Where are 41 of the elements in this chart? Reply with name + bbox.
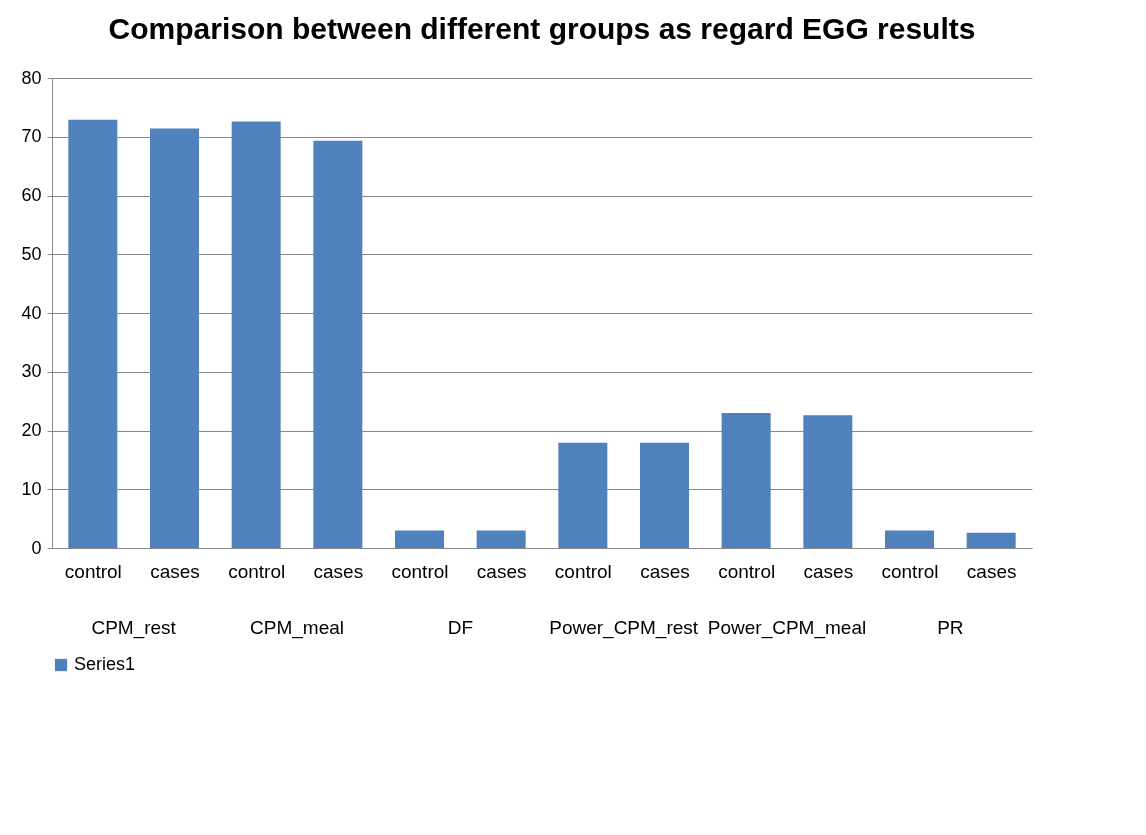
bar bbox=[395, 530, 444, 548]
bar bbox=[966, 532, 1016, 548]
x-tick-label: cases bbox=[640, 560, 690, 582]
bar bbox=[150, 128, 199, 548]
x-tick-label: cases bbox=[803, 560, 854, 582]
bar bbox=[721, 412, 771, 548]
y-tick-label: 40 bbox=[21, 302, 42, 323]
bar bbox=[885, 530, 934, 548]
y-tick-label: 30 bbox=[21, 361, 42, 382]
bar bbox=[313, 140, 363, 548]
text: CPM_rest bbox=[91, 617, 177, 639]
x-tick-label: control bbox=[391, 560, 449, 582]
x-tick-label: cases bbox=[313, 560, 364, 582]
y-tick-label: 10 bbox=[21, 478, 42, 499]
x-tick-label: cases bbox=[150, 560, 200, 582]
y-tick-label: 70 bbox=[21, 126, 42, 147]
y-tick-label: 80 bbox=[21, 67, 42, 88]
x-tick-label: control bbox=[64, 560, 122, 582]
x-tick-label: control bbox=[554, 560, 612, 582]
text: CPM_meal bbox=[250, 617, 344, 639]
y-tick-label: 0 bbox=[31, 537, 42, 558]
chart-title: Comparison between different groups as regard EGG results bbox=[108, 12, 976, 45]
bar bbox=[803, 415, 853, 548]
text: Power_CPM_meal bbox=[707, 617, 867, 639]
x-tick-label: control bbox=[718, 560, 776, 582]
y-tick-label: 60 bbox=[21, 185, 42, 205]
text: PR bbox=[937, 617, 964, 638]
bar bbox=[68, 119, 118, 548]
bar bbox=[558, 442, 608, 548]
x-tick-label: control bbox=[228, 560, 286, 582]
legend-label: Series1 bbox=[74, 654, 136, 674]
y-tick-label: 50 bbox=[21, 243, 42, 264]
text: DF bbox=[447, 617, 473, 638]
x-tick-label: cases bbox=[966, 560, 1017, 582]
bar bbox=[231, 121, 281, 548]
text: Power_CPM_rest bbox=[549, 617, 699, 639]
bar bbox=[476, 530, 526, 548]
y-tick-label: 20 bbox=[21, 420, 42, 440]
x-tick-label: control bbox=[881, 560, 939, 582]
x-tick-label: cases bbox=[476, 560, 527, 582]
bar bbox=[640, 442, 689, 548]
